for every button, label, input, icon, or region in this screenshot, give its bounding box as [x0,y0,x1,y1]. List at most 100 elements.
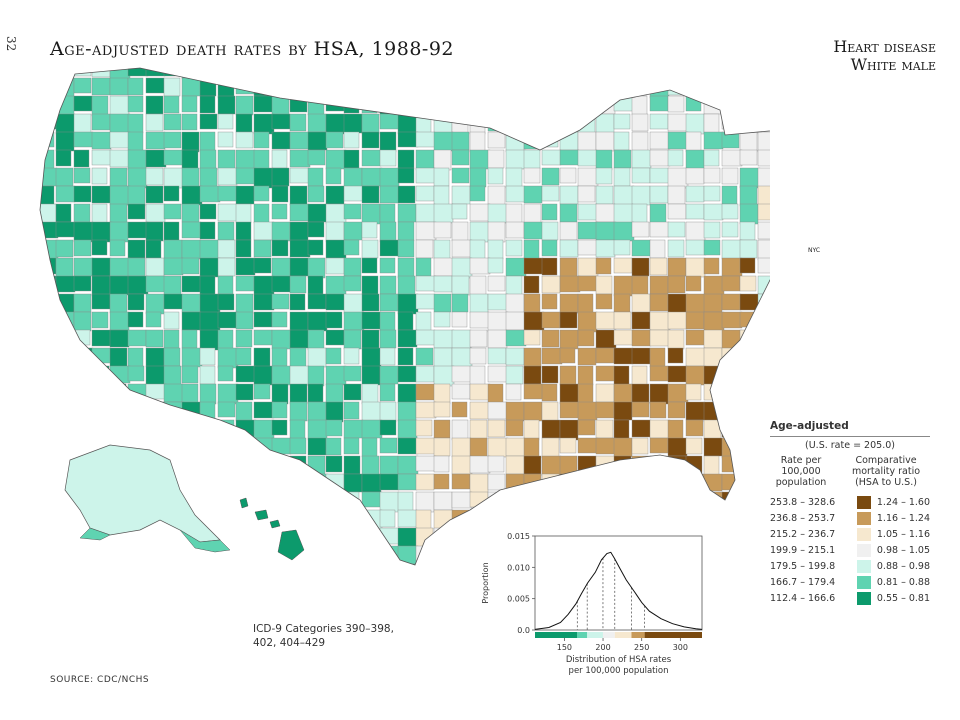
hsa-cell [145,545,165,564]
hsa-cell [739,77,759,97]
hsa-cell [631,95,648,116]
hsa-cell [649,329,670,347]
hsa-cell [30,150,35,168]
hsa-cell [163,239,183,260]
hsa-cell [649,293,669,312]
hsa-cell [667,419,684,440]
hsa-cell [649,401,667,419]
page-number: 32 [4,36,18,52]
hsa-cell [73,563,92,565]
hsa-cell [30,438,35,453]
hsa-cell [109,113,131,134]
hsa-cell [307,68,326,78]
hsa-cell [73,257,94,277]
hsa-cell [613,365,630,387]
hsa-cell [451,419,469,441]
hsa-cell [649,347,666,368]
hsa-cell [685,203,705,220]
hsa-cell [505,419,524,437]
hsa-cell [595,473,615,495]
hsa-cell [361,527,380,546]
x-axis-label: Distribution of HSA rates [566,655,672,665]
hsa-cell [397,185,416,204]
hsa-cell [289,365,310,386]
hsa-cell [181,437,199,456]
hsa-cell [253,131,270,149]
hsa-cell [487,311,509,333]
hsa-cell [40,167,41,186]
hsa-cell [577,491,596,508]
x-tick-label: 200 [595,643,610,652]
hsa-cell [181,365,199,384]
hsa-cell [271,221,291,242]
hsa-cell [109,203,128,224]
hsa-cell [217,491,236,508]
hsa-cell [577,203,598,221]
hsa-cell [559,329,579,350]
hsa-cell [685,491,703,513]
hsa-cell [451,527,472,544]
hsa-cell [451,365,473,383]
plot-frame [534,535,703,631]
hsa-cell [451,563,468,565]
y-tick-label: 0.005 [507,595,530,604]
hsa-cell [739,149,758,166]
hsa-cell [595,239,616,258]
hsa-cell [721,401,741,420]
hsa-cell [40,455,57,472]
hsa-cell [721,329,743,351]
hsa-cell [271,473,288,492]
hsa-cell [40,383,41,404]
hsa-cell [73,401,92,419]
hsa-cell [433,329,455,349]
hsa-cell [487,329,508,349]
hsa-cell [685,257,706,278]
hsa-cell [415,401,437,419]
hsa-cell [739,275,757,292]
hsa-cell [451,401,468,418]
hsa-cell [685,293,706,315]
hsa-cell [505,149,527,170]
hsa-cell [91,563,111,565]
hsa-cell [631,275,649,297]
hsa-cell [199,275,216,297]
hsa-cell [343,68,365,81]
hsa-cell [145,239,162,259]
hsa-cell [397,275,416,296]
hsa-cell [703,473,723,492]
hsa-cell [523,95,542,114]
legend-rate: 215.2 – 236.7 [770,528,836,540]
hsa-cell [433,491,453,511]
hsa-cell [595,131,615,152]
hsa-cell [685,437,703,455]
hsa-cell [30,258,35,276]
hsa-cell [307,113,327,133]
hsa-cell [253,167,274,189]
hsa-cell [397,221,415,242]
hsa-cell [577,113,596,135]
hsa-cell [199,68,216,81]
us-rate: (U.S. rate = 205.0) [805,440,895,451]
hsa-cell [199,77,217,97]
hsa-cell [595,293,613,310]
hsa-cell [253,491,271,509]
hsa-cell [235,563,253,565]
hsa-cell [127,365,145,382]
hsa-cell [379,113,401,130]
hsa-cell [40,293,59,310]
hsa-cell [40,509,54,530]
hsa-cell [415,455,437,472]
hsa-cell [163,311,180,330]
hsa-cell [307,275,324,295]
hsa-cell [757,311,770,332]
hsa-cell [667,347,684,364]
hsa-cell [433,149,452,171]
hsa-cell [307,545,328,562]
hsa-cell [685,473,705,495]
hsa-cell [451,68,473,78]
hsa-cell [541,419,561,439]
hsa-cell [325,239,347,259]
hsa-cell [433,275,453,293]
hsa-cell [397,527,418,549]
hsa-cell [757,203,770,221]
